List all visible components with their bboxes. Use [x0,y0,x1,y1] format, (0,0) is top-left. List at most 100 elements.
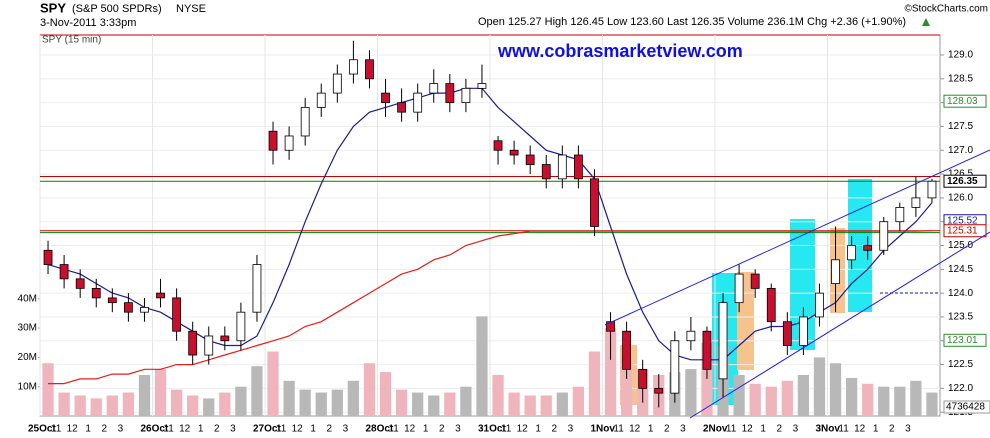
x-tick-label: 11 [163,424,174,435]
candle-body [397,102,407,113]
y-tick-label: 127.5 [948,121,973,132]
volume-bar [154,369,167,416]
x-tick-label: 1 [85,424,91,435]
volume-bar [363,363,376,416]
volume-bar [878,386,890,416]
exchange: NYSE [176,3,206,15]
volume-bar [347,380,360,416]
y-tick-label: 124.5 [948,264,973,275]
candle-body [509,149,519,156]
volume-bar [797,374,810,416]
candle-body [766,287,776,323]
volume-bar [122,392,135,416]
date: 3-Nov-2011 3:33pm [40,17,136,29]
volume-bar [749,383,761,416]
volume-bar [910,380,922,416]
candle-body [606,321,615,332]
y-tick-label: 124.0 [948,288,973,299]
candle-body [622,330,632,370]
x-tick-label: 2 [327,424,333,435]
x-tick-label: 2Nov [703,424,728,435]
candle-body [156,292,165,299]
volume-bar [283,380,295,416]
candle-body [847,245,857,261]
x-tick-label: 31Oct [478,424,506,435]
y-tick-label: 123.5 [948,312,973,323]
y-tick-label: 129.0 [948,50,973,61]
candle-body [59,264,69,280]
volume-bar [894,386,906,416]
candle-body [268,130,278,151]
x-tick-label: 3 [793,424,799,435]
quote: Open 125.27 High 126.45 Low 123.60 Last … [478,16,906,28]
x-tick-label: 3 [230,424,236,435]
price-label: 123.01 [947,335,978,346]
price-label-box [943,94,987,108]
volume-bar [492,374,504,416]
volume-bar [813,357,826,416]
volume-bar [845,377,858,416]
candle-body [590,178,599,227]
candle-body [220,335,230,342]
candle-body [107,297,117,304]
volume-bar [556,392,568,416]
x-tick-label: 12 [854,424,866,435]
volume-bar [267,351,279,416]
x-tick-label: 1 [648,424,654,435]
volume-bar [412,392,424,416]
candle-body [91,287,101,299]
candle-body [172,297,182,332]
candle-body [365,59,374,80]
x-tick-label: 1 [423,424,429,435]
volume-bar [395,389,408,416]
candle-body [461,87,471,104]
x-tick-label: 1 [873,424,879,435]
candle-body [381,92,390,104]
y-tick-label: 122.0 [948,383,973,394]
candle-body [557,154,567,180]
y2-tick-label: 10M [18,381,37,392]
candle-body [782,321,792,346]
volume-bar [219,392,231,416]
volume-bar [733,374,745,416]
candle-body [654,387,664,394]
symbol-name: (S&P 500 SPDRs) [72,3,162,15]
x-tick-label: 2 [102,424,108,435]
price-label: 125.52 [947,215,978,226]
y-tick-label: 122.5 [948,359,973,370]
volume-bar [90,398,102,416]
candle-body [123,302,133,313]
candle-body [75,278,85,289]
volume-bar [379,372,392,416]
candle-body [750,273,760,289]
candle-body [284,135,294,151]
x-tick-label: 1 [310,424,316,435]
candle-body [429,83,439,94]
x-tick-label: 11 [51,424,62,435]
volume-bar [170,389,183,416]
x-tick-label: 27Oct [253,424,281,435]
candle-body [831,259,840,285]
volume-bar [138,374,151,416]
candle-body [300,106,310,137]
candle-body [445,83,455,104]
volume-bar [428,395,440,416]
y2-tick-label: 30M [18,323,37,334]
candle-body [477,83,487,89]
x-tick-label: 3 [455,424,461,435]
candle-body [236,311,246,342]
volume-bar [476,316,488,416]
candle-body [541,164,551,180]
x-tick-label: 1Nov [591,424,616,435]
x-tick-label: 1 [198,424,204,435]
volume-bar [42,363,54,416]
legend: SPY (15 min) [42,35,101,46]
volume-bar [331,389,343,416]
x-tick-label: 12 [742,424,754,435]
x-tick-label: 3 [118,424,124,435]
y-tick-label: 128.5 [948,73,973,84]
y2-tick-label: 20M [18,352,37,363]
x-tick-label: 11 [726,424,737,435]
volume-bar [620,357,633,416]
candle-body [638,368,648,389]
